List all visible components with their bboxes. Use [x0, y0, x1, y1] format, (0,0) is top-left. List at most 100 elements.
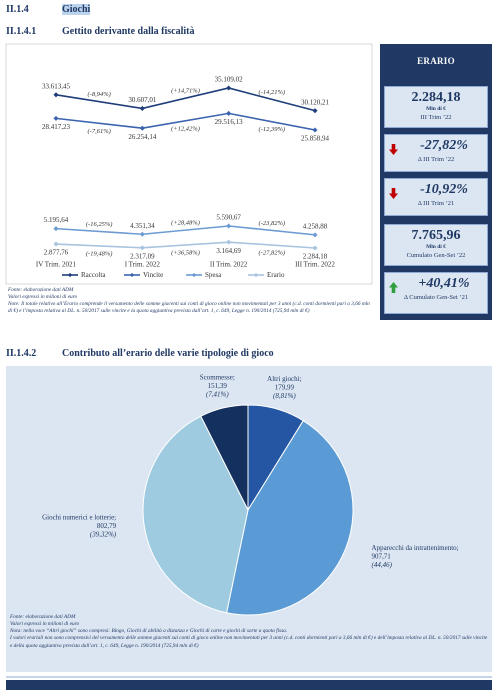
- kpi-value: -27,82%: [420, 138, 468, 153]
- pie-slice: [225, 420, 354, 616]
- legend-label: Vincite: [143, 271, 163, 279]
- series-line: [55, 225, 316, 236]
- point-marker: [139, 245, 145, 251]
- note-line: Fonte: elaborazione dati ADM: [10, 614, 76, 620]
- slice-share-label: (8,81%): [273, 392, 296, 400]
- slice-value-label: 179,99: [275, 383, 295, 391]
- x-tick-label: I Trim. 2022: [125, 261, 161, 269]
- heading-title: Giochi: [62, 4, 91, 15]
- point-marker: [226, 223, 232, 229]
- legend-marker: [191, 272, 197, 278]
- legend-marker: [129, 272, 135, 278]
- value-label: 5.195,64: [44, 216, 69, 224]
- value-label: 2.284,18: [303, 253, 328, 261]
- note-line: I valori erariali non sono comprensivi d…: [10, 635, 488, 649]
- section-heading: II.1.4.1 Gettito derivante dalla fiscalit…: [6, 26, 194, 37]
- kpi-value: 2.284,18: [411, 90, 461, 105]
- change-label: (-14,21%): [259, 89, 286, 96]
- x-tick-label: III Trim. 2022: [295, 261, 335, 269]
- kpi-title: ERARIO: [417, 56, 455, 66]
- x-tick-label: IV Trim. 2021: [36, 261, 77, 269]
- change-label: (-12,39%): [259, 126, 286, 133]
- legend-label: Raccolta: [81, 271, 106, 279]
- note-line: Nota: nella voce “Altri giochi” sono com…: [10, 628, 288, 635]
- slice-value-label: 907,71: [372, 553, 392, 561]
- change-label: (+12,42%): [171, 125, 200, 132]
- point-marker: [312, 245, 318, 251]
- slice-label: Scommesse;: [200, 374, 235, 382]
- change-label: (-7,61%): [88, 128, 111, 135]
- point-marker: [312, 232, 318, 238]
- section-number: II.1.4.1: [6, 26, 37, 37]
- value-label: 4.351,34: [130, 222, 155, 230]
- kpi-box: +40,41% Δ Cumulato Gen-Set ’21: [384, 272, 488, 314]
- section-number: II.1.4.2: [6, 348, 37, 359]
- slice-label: Giochi numerici e lotterie;: [42, 514, 116, 522]
- slice-label: Apparecchi da intrattenimento;: [372, 544, 459, 552]
- slice-share-label: (7,41%): [206, 391, 229, 399]
- slice-value-label: 802,79: [97, 522, 117, 530]
- section-heading: II.1.4.2 Contributo all’erario delle vari…: [6, 348, 274, 359]
- change-label: (+14,71%): [171, 88, 200, 95]
- point-marker: [53, 92, 59, 98]
- kpi-box: -27,82% Δ III Trim ’22: [384, 134, 488, 172]
- change-label: (-16,25%): [86, 221, 113, 228]
- kpi-value: 7.765,96: [411, 228, 461, 243]
- slice-label: Altri giochi;: [267, 375, 301, 383]
- slice-share-label: (39,32%): [90, 531, 117, 539]
- legend-label: Erario: [267, 271, 285, 279]
- note-line: Valori espressi in milioni di euro: [10, 621, 80, 628]
- value-label: 26.254,14: [128, 133, 157, 141]
- kpi-label: Δ Cumulato Gen-Set ’21: [403, 294, 469, 301]
- value-label: 2.877,76: [44, 249, 69, 257]
- kpi-panel: ERARIO 2.284,18 Mln di € III Trim ’22 -27,8…: [380, 44, 492, 320]
- value-label: 35.109,02: [215, 76, 244, 84]
- value-label: 3.164,69: [216, 247, 241, 255]
- series-line: [55, 112, 316, 131]
- kpi-label: Cumulato Gen-Set ’22: [406, 252, 466, 259]
- kpi-label: Δ III Trim ’21: [417, 200, 455, 207]
- x-tick-label: II Trim. 2022: [210, 261, 248, 269]
- value-label: 5.590,67: [216, 214, 241, 222]
- point-marker: [139, 231, 145, 237]
- change-label: (+36,58%): [171, 249, 200, 256]
- section-title: Contributo all’erario delle varie tipolo…: [62, 348, 274, 359]
- kpi-unit: Mln di €: [426, 244, 446, 250]
- point-marker: [139, 105, 145, 111]
- legend-label: Spesa: [205, 271, 222, 279]
- point-marker: [226, 239, 232, 245]
- note-line: Fonte: elaborazione dati ADM: [8, 287, 74, 293]
- kpi-label: Δ III Trim ’22: [417, 156, 455, 163]
- trend-arrow: [389, 282, 398, 293]
- pie-slice: [200, 404, 249, 511]
- value-label: 25.858,94: [301, 135, 330, 143]
- value-label: 29.516,13: [215, 118, 244, 126]
- point-marker: [312, 127, 318, 133]
- section-title: Gettito derivante dalla fiscalità: [62, 26, 195, 37]
- slice-value-label: 151,39: [208, 382, 228, 390]
- heading: II.1.4 Giochi: [6, 4, 91, 15]
- heading-number: II.1.4: [6, 4, 29, 15]
- trend-arrow: [389, 144, 398, 155]
- trend-arrow: [389, 188, 398, 199]
- change-label: (-23,82%): [259, 220, 286, 227]
- value-label: 4.258,88: [303, 222, 328, 230]
- note-line: Note: Il totale relativo all’Erario comp…: [8, 301, 370, 315]
- change-label: (-19,48%): [86, 250, 113, 257]
- kpi-label: III Trim ’22: [420, 114, 452, 121]
- series-line: [55, 241, 316, 249]
- notes: Fonte: elaborazione dati ADM Valori espre…: [8, 287, 374, 316]
- kpi-value: -10,92%: [420, 182, 468, 197]
- change-label: (-27,82%): [259, 250, 286, 257]
- value-label: 33.613,45: [42, 82, 71, 90]
- value-label: 28.417,23: [42, 123, 71, 131]
- kpi-unit: Mln di €: [426, 106, 446, 112]
- point-marker: [139, 125, 145, 131]
- value-label: 2.317,09: [130, 252, 155, 260]
- kpi-box: 7.765,96 Mln di € Cumulato Gen-Set ’22: [384, 224, 488, 266]
- change-label: (-8,94%): [88, 91, 111, 98]
- point-marker: [53, 226, 59, 232]
- kpi-box: 2.284,18 Mln di € III Trim ’22: [384, 86, 488, 128]
